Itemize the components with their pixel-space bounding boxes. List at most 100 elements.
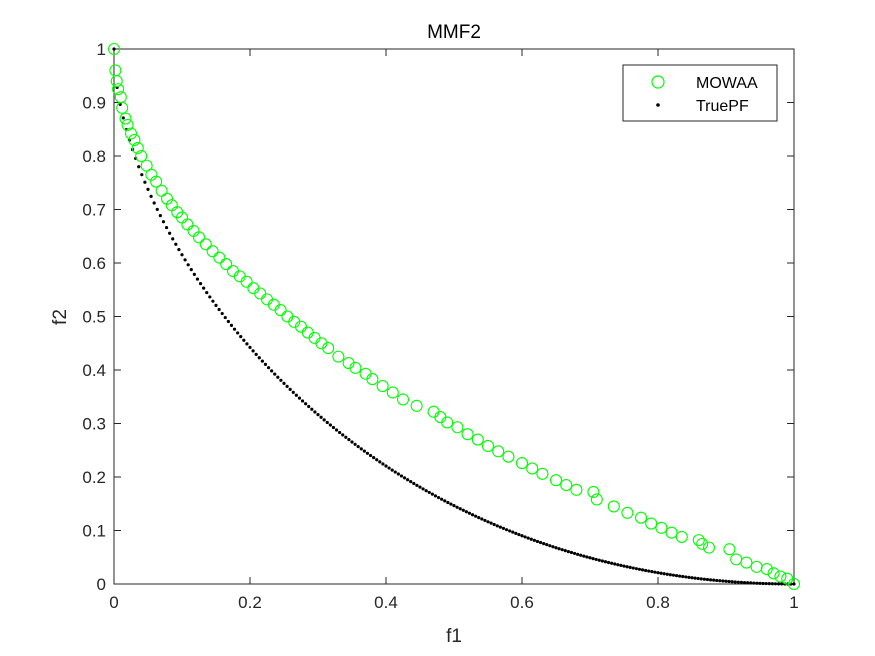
truepf-point xyxy=(594,557,598,562)
truepf-point xyxy=(353,442,357,446)
truepf-point xyxy=(359,447,363,451)
truepf-point xyxy=(504,528,509,532)
truepf-point xyxy=(625,565,629,569)
truepf-point xyxy=(433,494,438,498)
truepf-point xyxy=(214,303,218,307)
truepf-point xyxy=(273,372,277,376)
truepf-point xyxy=(526,536,530,540)
truepf-point xyxy=(254,352,258,356)
mowaa-point xyxy=(213,251,226,264)
truepf-point xyxy=(576,552,580,556)
y-tick-label: 0.5 xyxy=(82,308,106,327)
y-axis-ticks: 0 0.1 0.2 0.3 0.4 0.5 0.6 0.7 0.8 0.9 1 xyxy=(82,40,794,594)
mowaa-point xyxy=(206,245,219,258)
truepf-point xyxy=(208,295,212,299)
truepf-point xyxy=(523,535,527,539)
truepf-point xyxy=(294,393,298,397)
mowaa-point xyxy=(536,467,549,480)
truepf-point xyxy=(276,375,280,379)
legend-box xyxy=(622,64,778,122)
x-tick-label: 1 xyxy=(789,593,798,612)
y-tick-label: 0.4 xyxy=(82,361,106,380)
truepf-point xyxy=(461,508,465,512)
truepf-point xyxy=(285,384,289,388)
truepf-point xyxy=(362,449,366,453)
truepf-point xyxy=(628,565,632,570)
mowaa-point xyxy=(774,570,787,583)
truepf-point xyxy=(727,579,731,584)
mowaa-point xyxy=(502,450,515,463)
mowaa-point xyxy=(110,75,123,88)
truepf-point xyxy=(486,520,490,524)
truepf-point xyxy=(480,517,484,521)
truepf-point xyxy=(350,440,354,444)
truepf-point xyxy=(690,576,694,580)
truepf-point xyxy=(300,399,305,403)
truepf-point xyxy=(331,425,336,430)
truepf-point xyxy=(712,578,716,582)
truepf-point xyxy=(535,539,540,544)
truepf-point xyxy=(452,504,456,508)
truepf-point xyxy=(511,530,515,534)
legend-label-truepf: TruePF xyxy=(696,98,749,115)
truepf-point xyxy=(585,555,589,559)
truepf-point xyxy=(270,369,274,373)
mowaa-point xyxy=(322,342,335,355)
mowaa-point xyxy=(570,483,583,496)
truepf-point xyxy=(168,231,172,235)
truepf-point xyxy=(542,541,546,546)
truepf-point xyxy=(409,480,413,484)
truepf-point xyxy=(297,396,302,400)
truepf-point xyxy=(477,516,481,520)
mowaa-point xyxy=(471,433,484,446)
truepf-point xyxy=(696,576,700,581)
truepf-point xyxy=(260,359,264,363)
mowaa-point xyxy=(410,399,423,412)
truepf-point xyxy=(304,402,308,406)
truepf-point xyxy=(582,554,586,558)
truepf-point xyxy=(146,187,150,191)
truepf-point xyxy=(681,574,685,579)
mowaa-point xyxy=(481,439,495,453)
truepf-point xyxy=(640,568,645,572)
truepf-point xyxy=(415,483,419,487)
truepf-point xyxy=(776,582,781,586)
truepf-point xyxy=(730,580,734,584)
mowaa-point xyxy=(560,478,573,492)
truepf-point xyxy=(140,173,144,177)
truepf-point xyxy=(121,116,125,120)
chart-title: MMF2 xyxy=(427,22,481,43)
truepf-point xyxy=(316,413,320,417)
truepf-point xyxy=(678,574,682,578)
truepf-point xyxy=(613,562,617,566)
truepf-point xyxy=(637,567,642,571)
mowaa-point xyxy=(181,218,194,231)
mowaa-point xyxy=(116,101,129,114)
truepf-point xyxy=(671,573,676,577)
truepf-point xyxy=(421,487,425,491)
truepf-point xyxy=(251,349,255,353)
truepf-point xyxy=(665,572,669,576)
truepf-point xyxy=(554,546,558,550)
truepf-point xyxy=(192,272,196,277)
mowaa-point xyxy=(349,361,362,374)
truepf-point xyxy=(597,558,601,562)
mowaa-point xyxy=(107,42,121,56)
y-tick-label: 1 xyxy=(97,40,106,59)
truepf-point xyxy=(402,476,407,480)
truepf-point xyxy=(684,575,688,579)
mowaa-point xyxy=(332,350,345,363)
y-tick-label: 0.8 xyxy=(82,147,106,166)
mowaa-point xyxy=(590,493,603,506)
truepf-point xyxy=(572,551,577,556)
truepf-point xyxy=(674,574,679,578)
truepf-point xyxy=(736,580,740,584)
truepf-point xyxy=(566,549,570,554)
x-tick-label: 0.6 xyxy=(510,593,534,612)
legend: MOWAA TruePF xyxy=(622,64,778,122)
truepf-point xyxy=(322,418,326,422)
truepf-point xyxy=(149,194,153,198)
truepf-point xyxy=(183,258,187,262)
truepf-point xyxy=(368,453,373,458)
truepf-point xyxy=(470,513,475,517)
